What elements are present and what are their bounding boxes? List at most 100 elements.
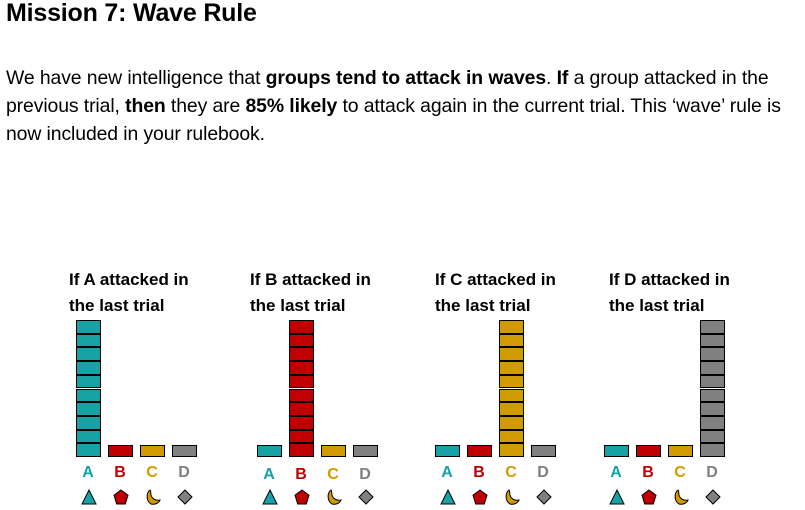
panel-title-line: the last trial xyxy=(435,296,531,315)
group-label-b: B xyxy=(473,464,485,481)
bar-block-a xyxy=(604,445,629,457)
intro-emphasis: 85% likely xyxy=(245,95,338,117)
panel-title-line: the last trial xyxy=(609,296,705,315)
bar-block-c xyxy=(499,347,524,362)
group-label-b: B xyxy=(295,466,307,483)
slide-title: Mission 7: Wave Rule xyxy=(6,0,257,27)
bar-block-d xyxy=(700,402,725,416)
bar-block-c xyxy=(499,374,524,389)
bar-block-b xyxy=(289,402,314,416)
bar-block-a xyxy=(76,374,101,389)
bar-block-b xyxy=(289,374,314,389)
group-label-c: C xyxy=(674,464,686,481)
bar-block-d xyxy=(700,429,725,444)
pentagon-icon xyxy=(113,489,129,510)
panel-title-line: If C attacked in xyxy=(435,270,556,289)
intro-emphasis: then xyxy=(125,95,166,117)
bar-block-b xyxy=(289,361,314,375)
group-label-d: D xyxy=(706,464,718,481)
intro-text: . xyxy=(546,67,557,89)
bar-block-d xyxy=(700,361,725,375)
bar-block-d xyxy=(353,445,378,457)
bar-block-a xyxy=(76,443,101,457)
bar-block-d xyxy=(700,388,725,403)
intro-paragraph: We have new intelligence that groups ten… xyxy=(6,64,805,148)
intro-emphasis: groups tend to attack in waves xyxy=(265,67,547,89)
group-label-c: C xyxy=(505,464,517,481)
panel-title: If A attacked in the last trial xyxy=(69,267,189,319)
panel-title: If D attacked in the last trial xyxy=(609,267,730,319)
bar-block-b xyxy=(108,445,133,457)
bar-block-d xyxy=(531,445,556,457)
panel-title: If C attacked in the last trial xyxy=(435,267,556,319)
group-label-c: C xyxy=(327,466,339,483)
panel-title-line: If A attacked in xyxy=(69,270,189,289)
bar-block-b xyxy=(467,445,492,457)
bar-block-c xyxy=(499,429,524,444)
bar-block-b xyxy=(289,429,314,444)
bar-block-b xyxy=(289,388,314,403)
group-label-d: D xyxy=(178,464,190,481)
intro-text: We have new intelligence that xyxy=(6,67,266,89)
bar-block-a xyxy=(76,429,101,444)
bar-block-d xyxy=(700,320,725,334)
bar-block-c xyxy=(499,333,524,348)
bar-block-c xyxy=(499,402,524,416)
intro-text: they are xyxy=(165,95,246,117)
bar-block-c xyxy=(321,445,346,457)
triangle-icon xyxy=(609,488,625,510)
panel-title-line: the last trial xyxy=(250,296,346,315)
bar-block-a xyxy=(76,347,101,362)
group-label-b: B xyxy=(114,464,126,481)
panel-title-line: If B attacked in xyxy=(250,270,371,289)
bar-block-c xyxy=(668,445,693,457)
group-label-a: A xyxy=(263,466,275,483)
intro-text: to attack again in the current trial. Th… xyxy=(6,95,781,145)
triangle-icon xyxy=(81,488,97,510)
bar-block-b xyxy=(289,333,314,348)
bar-block-c xyxy=(499,443,524,457)
intro-emphasis: If xyxy=(556,67,569,89)
pentagon-icon xyxy=(294,489,310,510)
bar-block-b xyxy=(289,347,314,362)
diamond-icon xyxy=(358,489,374,510)
bar-block-a xyxy=(76,388,101,403)
group-label-a: A xyxy=(610,464,622,481)
group-label-c: C xyxy=(146,464,158,481)
diamond-icon xyxy=(177,489,193,510)
bar-block-b xyxy=(289,320,314,334)
bar-block-c xyxy=(499,361,524,375)
triangle-icon xyxy=(440,488,456,510)
bar-block-b xyxy=(636,445,661,457)
bar-block-d xyxy=(700,374,725,389)
bar-block-d xyxy=(700,415,725,430)
panel-title-line: If D attacked in xyxy=(609,270,730,289)
bar-block-a xyxy=(435,445,460,457)
diamond-icon xyxy=(705,489,721,510)
group-label-d: D xyxy=(537,464,549,481)
bar-block-a xyxy=(76,361,101,375)
bar-block-a xyxy=(76,415,101,430)
group-label-a: A xyxy=(82,464,94,481)
crescent-icon xyxy=(673,489,689,510)
bar-block-a xyxy=(76,320,101,334)
group-label-d: D xyxy=(359,466,371,483)
pentagon-icon xyxy=(641,489,657,510)
bar-block-b xyxy=(289,443,314,457)
bar-block-c xyxy=(499,320,524,334)
diamond-icon xyxy=(536,489,552,510)
bar-block-d xyxy=(700,347,725,362)
bar-block-c xyxy=(140,445,165,457)
triangle-icon xyxy=(262,488,278,510)
bar-block-b xyxy=(289,415,314,430)
group-label-b: B xyxy=(642,464,654,481)
pentagon-icon xyxy=(472,489,488,510)
intro-text: a group attacked in the previous trial, xyxy=(6,67,769,117)
bar-block-d xyxy=(700,333,725,348)
crescent-icon xyxy=(145,489,161,510)
panel-title: If B attacked in the last trial xyxy=(250,267,371,319)
bar-block-c xyxy=(499,415,524,430)
crescent-icon xyxy=(504,489,520,510)
bar-block-d xyxy=(700,443,725,457)
bar-block-a xyxy=(76,333,101,348)
